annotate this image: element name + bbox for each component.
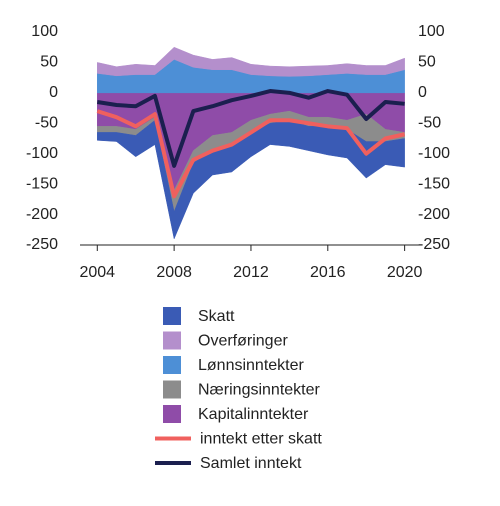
y-tick-label: -150 [26, 175, 58, 192]
y-tick-label: -100 [26, 145, 58, 162]
legend-label: inntekt etter skatt [200, 431, 322, 448]
y2-tick-label: 100 [418, 23, 445, 40]
legend-swatch [163, 405, 181, 423]
y-tick-label: -50 [35, 115, 58, 132]
legend-label: Overføringer [198, 333, 288, 350]
line [96, 109, 406, 199]
legend-label: Skatt [198, 308, 235, 325]
y-tick-label: 100 [31, 23, 58, 40]
y2-tick-label: 50 [418, 54, 436, 71]
y-tick-label: 0 [49, 84, 58, 101]
y-tick-label: -250 [26, 236, 58, 253]
x-tick-label: 2016 [310, 264, 346, 281]
legend-swatch [163, 307, 181, 325]
area [97, 46, 405, 77]
y2-tick-label: -150 [418, 175, 450, 192]
legend-swatch [163, 380, 181, 399]
y2-tick-label: -200 [418, 206, 450, 223]
legend-label: Lønnsinntekter [198, 357, 305, 374]
x-tick-label: 2020 [387, 264, 423, 281]
y2-tick-label: 0 [418, 84, 427, 101]
y2-tick-label: -50 [418, 115, 441, 132]
line [96, 89, 405, 168]
x-tick-label: 2004 [79, 264, 115, 281]
y2-tick-label: -100 [418, 145, 450, 162]
legend-label: Kapitalinntekter [198, 406, 309, 423]
legend-label: Samlet inntekt [200, 455, 302, 472]
legend-swatch [163, 356, 181, 374]
legend-label: Næringsinntekter [198, 382, 321, 399]
x-tick-label: 2008 [156, 264, 192, 281]
y2-tick-label: -250 [418, 236, 450, 253]
y-tick-label: -200 [26, 206, 58, 223]
x-tick-label: 2012 [233, 264, 269, 281]
legend-swatch [163, 331, 181, 350]
y-tick-label: 50 [40, 54, 58, 71]
area [97, 119, 405, 240]
